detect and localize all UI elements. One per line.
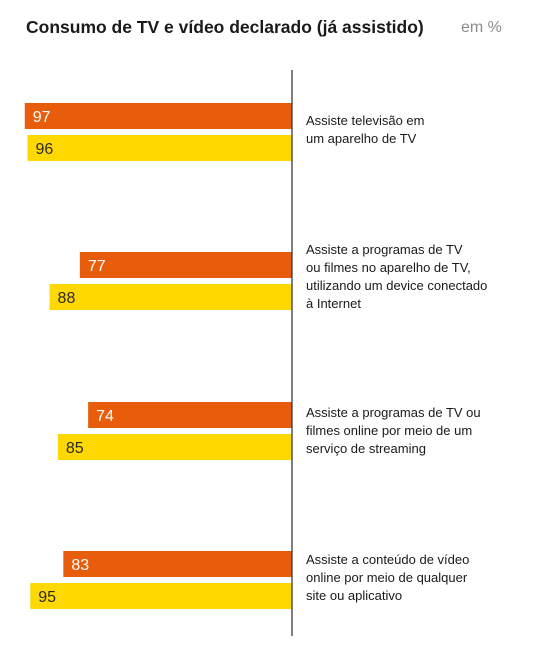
bar-s2-c1 [27, 135, 293, 161]
data-label-s1-c3: 74 [96, 408, 114, 425]
category-label-line: ou filmes no aparelho de TV, [306, 260, 471, 275]
bar-s2-c2 [49, 284, 293, 310]
category-label-line: Assiste a conteúdo de vídeo [306, 552, 470, 567]
category-label-3: Assiste a programas de TV ou filmes onlin… [306, 404, 532, 458]
category-label-line: serviço de streaming [306, 441, 426, 456]
category-label-1: Assiste televisão em um aparelho de TV [306, 112, 532, 148]
bar-s1-c4 [63, 551, 293, 577]
bar-s1-c3 [88, 402, 292, 428]
category-label-line: site ou aplicativo [306, 588, 403, 603]
data-label-s2-c3: 85 [66, 440, 84, 457]
bar-s2-c4 [30, 583, 293, 609]
data-label-s2-c2: 88 [58, 290, 76, 307]
bar-s2-c3 [57, 434, 293, 460]
bar-s1-c1 [24, 103, 292, 129]
category-label-line: um aparelho de TV [306, 131, 417, 146]
category-label-line: à Internet [306, 296, 361, 311]
category-label-line: Assiste televisão em [306, 113, 425, 128]
unit-label: em % [461, 19, 502, 36]
category-label-line: Assiste a programas de TV [306, 242, 463, 257]
category-label-line: filmes online por meio de um [306, 423, 473, 438]
data-label-s2-c1: 96 [36, 141, 54, 158]
chart-title: Consumo de TV e vídeo declarado (já assi… [26, 17, 424, 37]
bar-s1-c2 [79, 252, 293, 278]
category-label-line: online por meio de qualquer [306, 570, 468, 585]
category-label-4: Assiste a conteúdo de vídeo online por me… [306, 551, 532, 605]
category-label-2: Assiste a programas de TV ou filmes no ap… [306, 241, 532, 313]
data-label-s1-c2: 77 [88, 258, 106, 275]
category-label-line: Assiste a programas de TV ou [306, 405, 481, 420]
data-label-s1-c1: 97 [33, 109, 51, 126]
data-label-s1-c4: 83 [71, 557, 89, 574]
data-label-s2-c4: 95 [38, 589, 56, 606]
category-label-line: utilizando um device conectado [306, 278, 488, 293]
